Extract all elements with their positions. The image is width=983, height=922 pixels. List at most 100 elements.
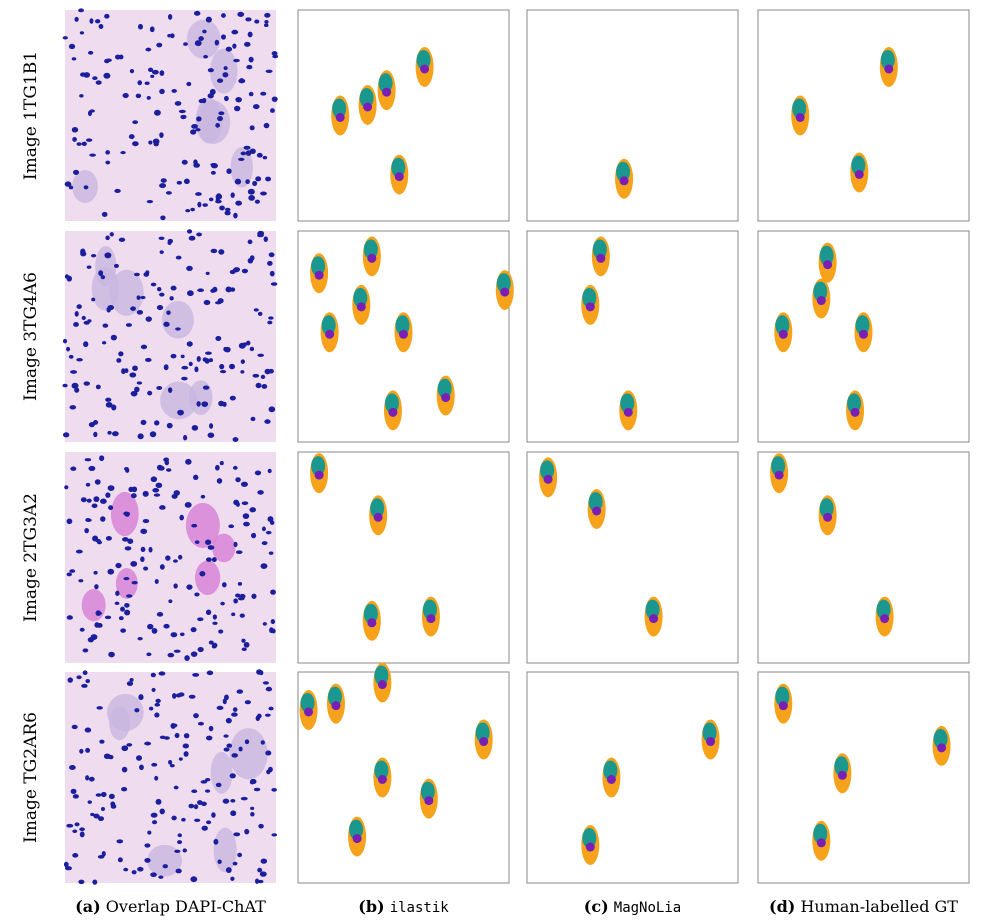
nucleus <box>248 32 253 38</box>
nucleus <box>267 516 273 522</box>
nucleus <box>179 757 183 760</box>
nucleus <box>72 137 77 142</box>
segmentation <box>527 231 738 442</box>
nucleus <box>215 123 220 128</box>
nucleus <box>160 808 165 814</box>
nucleus <box>173 559 178 562</box>
nucleus <box>95 479 101 484</box>
nucleus <box>104 14 109 19</box>
nucleus <box>110 232 114 236</box>
nucleus <box>260 192 267 196</box>
nucleus <box>194 819 200 822</box>
nucleus <box>105 398 111 402</box>
nucleus <box>161 178 167 183</box>
cell-nucleus <box>937 743 946 752</box>
nucleus <box>143 272 149 277</box>
cell-nucleus <box>367 618 376 627</box>
nucleus <box>272 51 278 55</box>
nucleus <box>168 387 172 392</box>
nucleus <box>226 47 232 52</box>
nucleus <box>76 675 81 679</box>
nucleus <box>98 816 104 821</box>
nucleus <box>176 693 182 697</box>
nucleus <box>119 238 125 242</box>
nucleus <box>181 366 188 370</box>
nucleus <box>183 744 189 749</box>
nucleus <box>87 266 92 269</box>
nucleus <box>118 351 123 356</box>
nucleus <box>138 694 143 700</box>
nucleus <box>231 613 235 617</box>
nucleus <box>257 233 264 237</box>
nucleus <box>180 633 185 637</box>
nucleus <box>76 304 81 309</box>
nucleus <box>241 152 247 156</box>
nucleus <box>128 487 134 492</box>
nucleus <box>143 491 149 497</box>
nucleus <box>246 65 252 69</box>
nucleus <box>79 827 85 831</box>
nucleus <box>69 569 75 573</box>
nucleus <box>157 612 163 617</box>
cell-nucleus <box>420 64 429 73</box>
nucleus <box>95 539 101 543</box>
nucleus <box>80 831 85 837</box>
cell-nucleus <box>353 834 362 843</box>
nucleus <box>233 437 239 442</box>
cell-nucleus <box>378 775 387 784</box>
nucleus <box>126 594 132 597</box>
nucleus <box>189 362 193 366</box>
nucleus <box>270 589 276 594</box>
nucleus <box>85 728 92 733</box>
nucleus <box>193 713 199 718</box>
nucleus <box>209 726 214 731</box>
nucleus <box>86 483 90 487</box>
nucleus <box>137 867 143 872</box>
nucleus <box>187 229 192 233</box>
nucleus <box>163 322 169 327</box>
nucleus <box>193 475 198 480</box>
nucleus <box>171 286 177 291</box>
nucleus <box>210 163 216 166</box>
nucleus <box>72 725 78 729</box>
nucleus <box>107 431 111 435</box>
nucleus <box>262 527 266 532</box>
column-caption: (b) ilastik <box>358 897 449 916</box>
nucleus <box>234 106 240 112</box>
nucleus <box>99 455 104 461</box>
nucleus <box>151 763 157 767</box>
nucleus <box>266 70 273 73</box>
nucleus <box>260 92 266 96</box>
nucleus <box>226 744 232 748</box>
cell-nucleus <box>586 843 595 852</box>
nucleus <box>159 183 166 188</box>
nucleus <box>216 194 223 200</box>
nucleus <box>236 502 240 507</box>
nucleus <box>250 125 255 130</box>
nucleus <box>73 794 79 798</box>
nucleus <box>89 153 96 156</box>
nucleus <box>131 391 138 397</box>
nucleus <box>152 488 159 492</box>
nucleus <box>85 458 92 461</box>
nucleus <box>190 876 197 882</box>
nucleus <box>80 72 86 76</box>
cell-nucleus <box>851 408 860 417</box>
nucleus <box>103 323 109 327</box>
nucleus <box>159 671 166 675</box>
nucleus <box>233 598 238 603</box>
nucleus <box>235 179 241 185</box>
nucleus <box>79 94 83 97</box>
segmentation <box>527 452 738 663</box>
nucleus <box>115 563 121 568</box>
nucleus <box>175 327 181 330</box>
nucleus <box>264 24 269 27</box>
nucleus <box>138 24 143 30</box>
nucleus <box>136 755 142 761</box>
nucleus <box>163 864 168 868</box>
nucleus <box>206 610 211 615</box>
nucleus <box>151 673 156 678</box>
nucleus <box>230 396 236 401</box>
cell-nucleus <box>596 254 605 263</box>
nucleus <box>74 822 79 826</box>
